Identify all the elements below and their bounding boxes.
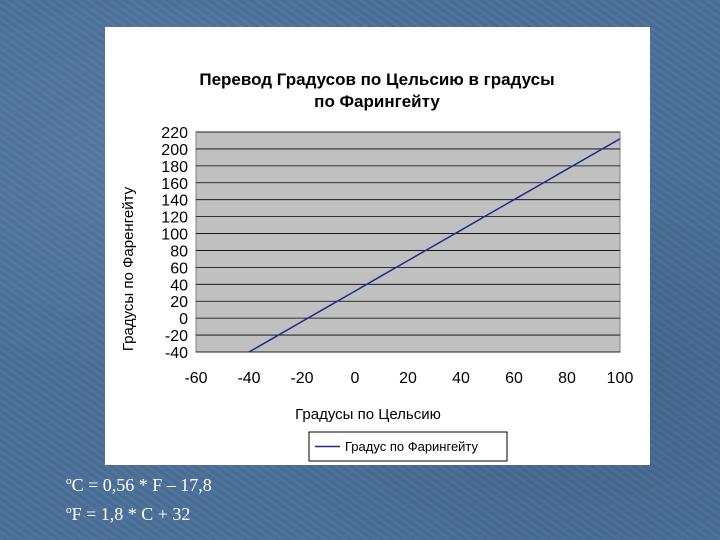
x-axis-title: Градусы по Цельсию: [295, 406, 441, 423]
chart-panel: Перевод Градусов по Цельсию в градусы по…: [105, 27, 650, 465]
y-tick-label: -20: [165, 328, 188, 345]
y-tick-label: 40: [170, 277, 188, 294]
y-tick-label: 200: [161, 142, 188, 159]
series-line: [248, 138, 621, 353]
y-tick-label: -40: [165, 345, 188, 362]
y-tick-label: 120: [161, 210, 188, 227]
gridlines: [196, 131, 620, 353]
formula-fahrenheit: ºF = 1,8 * C + 32: [66, 504, 191, 524]
x-tick-label: -40: [237, 370, 260, 387]
x-tick-labels: -60 -40 -20 0 20 40 60 80 100: [184, 370, 633, 387]
chart-svg: Перевод Градусов по Цельсию в градусы по…: [120, 70, 633, 462]
x-tick-label: 40: [452, 370, 470, 387]
x-tick-label: -60: [184, 370, 207, 387]
x-tick-label: 20: [399, 370, 417, 387]
legend-box: [308, 431, 508, 462]
y-tick-label: 220: [161, 125, 188, 142]
chart-title-line-2: по Фарингейту: [314, 92, 440, 111]
y-axis-title: Градусы по Фаренгейту: [120, 186, 137, 351]
legend: Градус по Фарингейту: [308, 431, 508, 462]
y-tick-label: 0: [179, 311, 188, 328]
formula-celsius: ºC = 0,56 * F – 17,8: [66, 475, 212, 495]
x-tick-label: 100: [607, 370, 634, 387]
y-tick-label: 160: [161, 176, 188, 193]
x-tick-label: 80: [558, 370, 576, 387]
y-tick-label: 80: [170, 243, 188, 260]
y-tick-label: 60: [170, 260, 188, 277]
legend-label: Градус по Фарингейту: [345, 439, 479, 454]
plot-area: [195, 131, 621, 353]
y-tick-label: 140: [161, 193, 188, 210]
x-tick-label: 0: [351, 370, 360, 387]
chart-title-line-1: Перевод Градусов по Цельсию в градусы: [199, 70, 554, 89]
x-tick-label: -20: [290, 370, 313, 387]
y-tick-label: 20: [170, 294, 188, 311]
y-tick-label: 100: [161, 227, 188, 244]
x-tick-label: 60: [505, 370, 523, 387]
series-layer: [248, 138, 621, 353]
y-tick-label: 180: [161, 159, 188, 176]
